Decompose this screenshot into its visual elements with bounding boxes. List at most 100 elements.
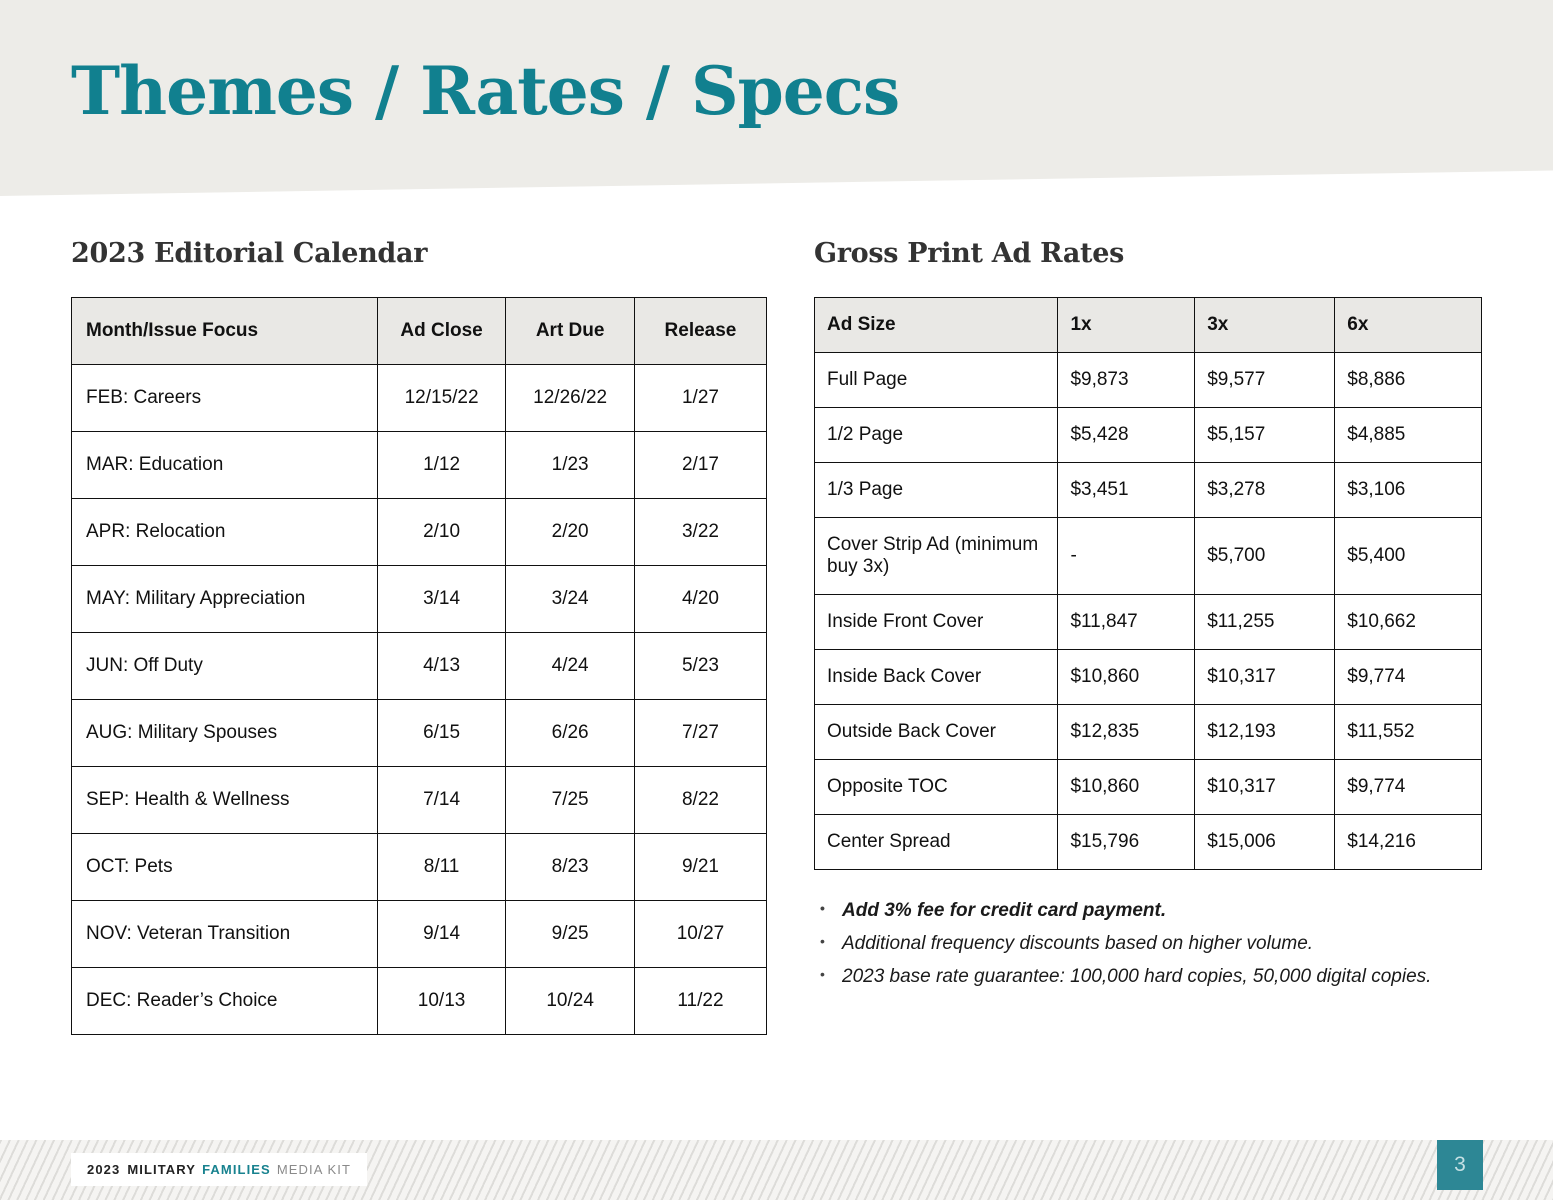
editorial-calendar-section: 2023 Editorial Calendar Month/Issue Focu… bbox=[71, 238, 768, 1035]
table-cell: 12/26/22 bbox=[505, 364, 635, 432]
table-cell: 1/27 bbox=[633, 364, 768, 432]
table-cell: 8/11 bbox=[376, 833, 507, 901]
table-cell: 9/21 bbox=[633, 833, 768, 901]
table-cell: Outside Back Cover bbox=[813, 704, 1059, 760]
table-cell: $11,255 bbox=[1194, 594, 1336, 650]
table-cell: $11,552 bbox=[1334, 704, 1482, 760]
table-cell: Inside Back Cover bbox=[813, 649, 1059, 705]
table-cell: AUG: Military Spouses bbox=[71, 699, 378, 767]
footer-brand-label: 2023 MILITARY FAMILIES MEDIA KIT bbox=[71, 1153, 368, 1186]
table-cell: $10,860 bbox=[1057, 649, 1196, 705]
table-row: Inside Back Cover $10,860 $10,317 $9,774 bbox=[813, 649, 1482, 705]
table-cell: 5/23 bbox=[633, 632, 768, 700]
table-cell: $10,860 bbox=[1057, 759, 1196, 815]
table-row: Opposite TOC $10,860 $10,317 $9,774 bbox=[813, 759, 1482, 815]
table-row: 1/2 Page $5,428 $5,157 $4,885 bbox=[813, 407, 1482, 463]
footer-year: 2023 bbox=[87, 1162, 121, 1177]
table-cell: 9/25 bbox=[505, 900, 635, 968]
table-row: Outside Back Cover $12,835 $12,193 $11,552 bbox=[813, 704, 1482, 760]
page-title: Themes / Rates / Specs bbox=[71, 52, 900, 130]
table-cell: 6/15 bbox=[376, 699, 507, 767]
table-row: APR: Relocation 2/10 2/20 3/22 bbox=[71, 498, 768, 566]
note-item: Add 3% fee for credit card payment. bbox=[814, 898, 1482, 923]
table-cell: 6/26 bbox=[505, 699, 635, 767]
table-cell: 3/22 bbox=[633, 498, 768, 566]
column-header: 6x bbox=[1334, 297, 1482, 353]
editorial-calendar-heading: 2023 Editorial Calendar bbox=[71, 238, 428, 269]
table-cell: $15,796 bbox=[1057, 814, 1196, 870]
table-cell: Full Page bbox=[813, 352, 1059, 408]
table-cell: $8,886 bbox=[1334, 352, 1482, 408]
table-cell: $9,577 bbox=[1194, 352, 1336, 408]
table-cell: 9/14 bbox=[376, 900, 507, 968]
table-row: OCT: Pets 8/11 8/23 9/21 bbox=[71, 833, 768, 901]
table-cell: 3/14 bbox=[376, 565, 507, 633]
table-cell: $15,006 bbox=[1194, 814, 1336, 870]
table-cell: $5,400 bbox=[1334, 517, 1482, 595]
table-row: AUG: Military Spouses 6/15 6/26 7/27 bbox=[71, 699, 768, 767]
notes-list: Add 3% fee for credit card payment. Addit… bbox=[814, 898, 1482, 989]
table-cell: 4/24 bbox=[505, 632, 635, 700]
table-cell: OCT: Pets bbox=[71, 833, 378, 901]
table-cell: $5,700 bbox=[1194, 517, 1336, 595]
table-row: 1/3 Page $3,451 $3,278 $3,106 bbox=[813, 462, 1482, 518]
table-cell: DEC: Reader’s Choice bbox=[71, 967, 378, 1035]
column-header: 1x bbox=[1057, 297, 1196, 353]
table-cell: 10/24 bbox=[505, 967, 635, 1035]
table-cell: 10/13 bbox=[376, 967, 507, 1035]
table-cell: Opposite TOC bbox=[813, 759, 1059, 815]
table-cell: 8/22 bbox=[633, 766, 768, 834]
note-item: 2023 base rate guarantee: 100,000 hard c… bbox=[814, 964, 1482, 989]
footer-brand-accent: FAMILIES bbox=[202, 1162, 271, 1177]
table-cell: 2/10 bbox=[376, 498, 507, 566]
table-row: JUN: Off Duty 4/13 4/24 5/23 bbox=[71, 632, 768, 700]
table-row: Center Spread $15,796 $15,006 $14,216 bbox=[813, 814, 1482, 870]
page-number-badge: 3 bbox=[1437, 1140, 1483, 1190]
footer-brand-suffix: MEDIA KIT bbox=[276, 1162, 352, 1177]
table-cell: SEP: Health & Wellness bbox=[71, 766, 378, 834]
table-cell: $3,106 bbox=[1334, 462, 1482, 518]
column-header: Art Due bbox=[505, 297, 635, 365]
table-row: Full Page $9,873 $9,577 $8,886 bbox=[813, 352, 1482, 408]
table-cell: $9,873 bbox=[1057, 352, 1196, 408]
column-header: Ad Size bbox=[813, 297, 1059, 353]
footer-brand-bold: MILITARY bbox=[127, 1162, 197, 1177]
table-cell: 2/17 bbox=[633, 431, 768, 499]
table-cell: 7/25 bbox=[505, 766, 635, 834]
table-header-row: Month/Issue Focus Ad Close Art Due Release bbox=[71, 297, 768, 365]
table-row: FEB: Careers 12/15/22 12/26/22 1/27 bbox=[71, 364, 768, 432]
table-cell: 10/27 bbox=[633, 900, 768, 968]
table-cell: MAR: Education bbox=[71, 431, 378, 499]
table-cell: 8/23 bbox=[505, 833, 635, 901]
table-cell: $9,774 bbox=[1334, 759, 1482, 815]
editorial-calendar-table: Month/Issue Focus Ad Close Art Due Release … bbox=[71, 297, 768, 1035]
table-cell: $10,317 bbox=[1194, 649, 1336, 705]
table-cell: 11/22 bbox=[633, 967, 768, 1035]
column-header: Month/Issue Focus bbox=[71, 297, 378, 365]
column-header: Release bbox=[633, 297, 768, 365]
table-cell: $10,317 bbox=[1194, 759, 1336, 815]
table-cell: 1/23 bbox=[505, 431, 635, 499]
table-cell: 1/2 Page bbox=[813, 407, 1059, 463]
table-cell: 7/27 bbox=[633, 699, 768, 767]
table-cell: $14,216 bbox=[1334, 814, 1482, 870]
table-cell: $5,157 bbox=[1194, 407, 1336, 463]
table-row: SEP: Health & Wellness 7/14 7/25 8/22 bbox=[71, 766, 768, 834]
ad-rates-section: Gross Print Ad Rates Ad Size 1x 3x 6x Full … bbox=[813, 238, 1482, 997]
table-cell: $3,451 bbox=[1057, 462, 1196, 518]
note-item: Additional frequency discounts based on … bbox=[814, 931, 1482, 956]
table-cell: MAY: Military Appreciation bbox=[71, 565, 378, 633]
table-row: MAR: Education 1/12 1/23 2/17 bbox=[71, 431, 768, 499]
table-cell: - bbox=[1057, 517, 1196, 595]
table-cell: Cover Strip Ad (minimum buy 3x) bbox=[813, 517, 1059, 595]
table-row: Inside Front Cover $11,847 $11,255 $10,662 bbox=[813, 594, 1482, 650]
table-cell: 1/3 Page bbox=[813, 462, 1059, 518]
table-cell: $12,835 bbox=[1057, 704, 1196, 760]
table-cell: $11,847 bbox=[1057, 594, 1196, 650]
table-cell: $12,193 bbox=[1194, 704, 1336, 760]
table-cell: FEB: Careers bbox=[71, 364, 378, 432]
table-cell: 1/12 bbox=[376, 431, 507, 499]
table-cell: 4/20 bbox=[633, 565, 768, 633]
table-cell: 4/13 bbox=[376, 632, 507, 700]
table-cell: APR: Relocation bbox=[71, 498, 378, 566]
